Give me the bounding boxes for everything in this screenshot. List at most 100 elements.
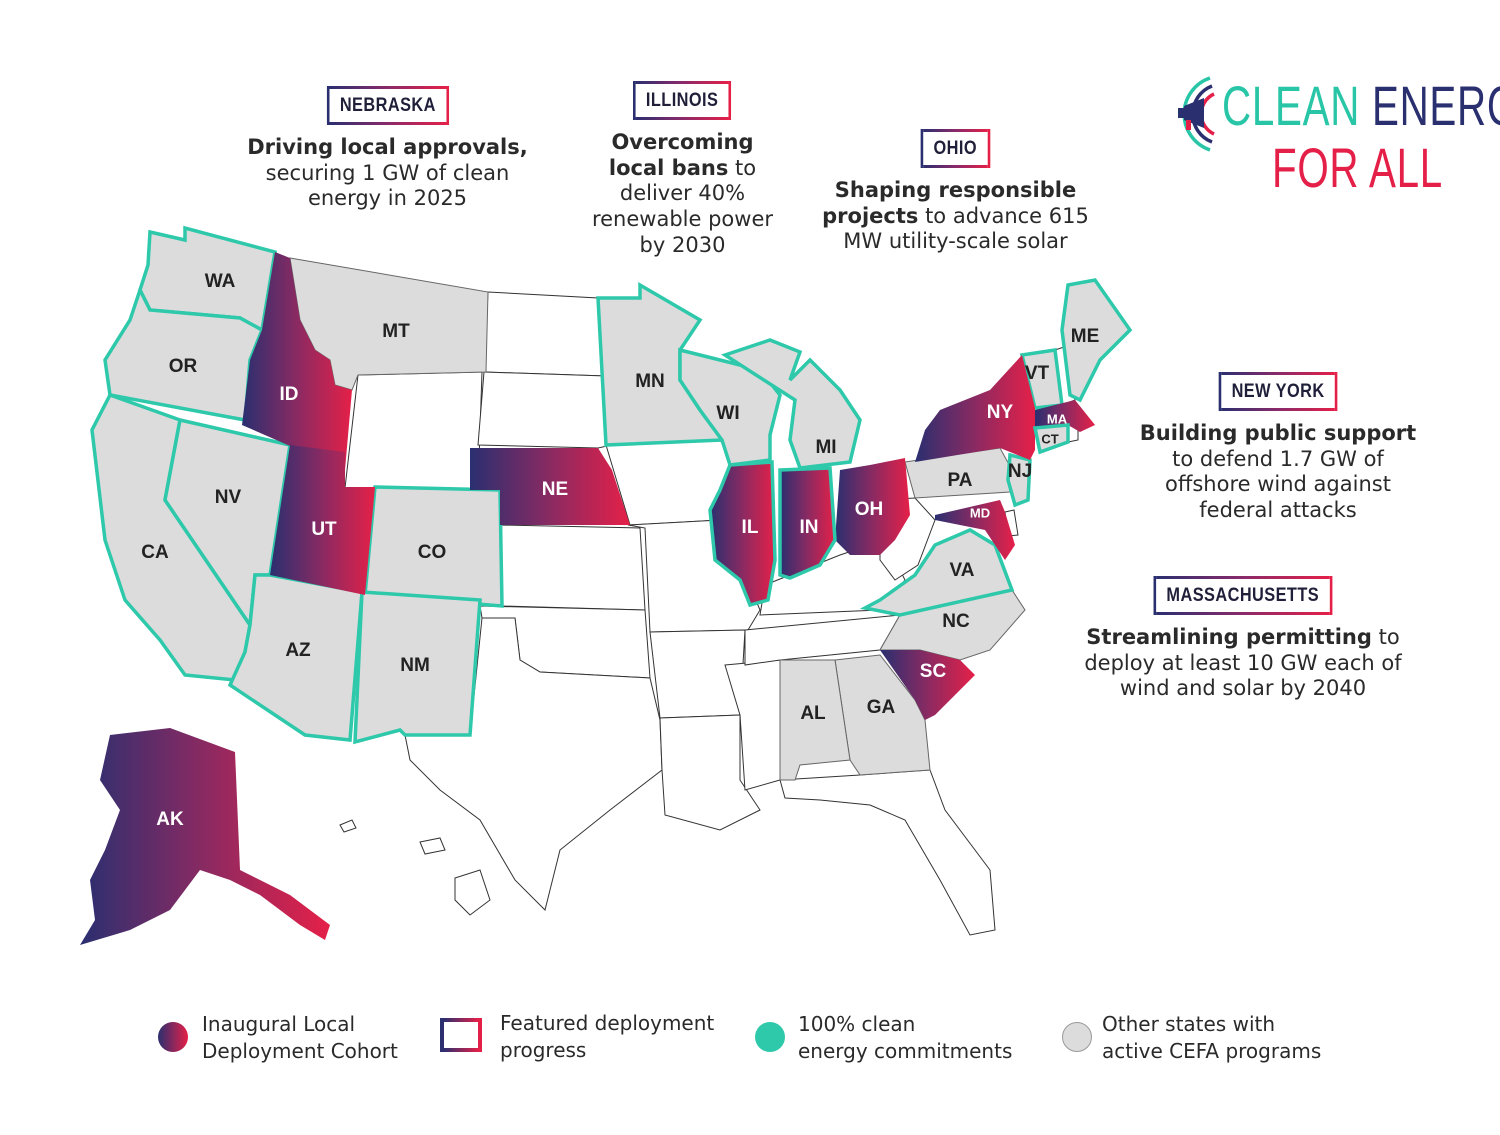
label-mt: MT — [382, 321, 410, 342]
state-ak — [80, 728, 330, 945]
callout-bold: Streamlining permitting — [1086, 625, 1372, 650]
label-il: IL — [742, 517, 759, 538]
logo-line-2: FOR ALL — [1272, 136, 1443, 199]
callout-bold: Shaping responsible projects — [822, 178, 1077, 228]
teal-states — [90, 225, 1133, 745]
state-nj — [1006, 452, 1032, 508]
state-hi-3 — [454, 869, 491, 916]
label-ut: UT — [311, 519, 337, 540]
state-sc — [880, 650, 975, 720]
state-me — [1060, 278, 1133, 403]
state-nd — [483, 291, 607, 377]
label-nv: NV — [215, 487, 242, 508]
legend-clean-energy: 100% clean energy commitments — [798, 1012, 1013, 1063]
megaphone-icon — [1178, 76, 1215, 152]
state-oh — [835, 458, 910, 555]
logo-line-1: CLEAN ENERGY — [1222, 74, 1500, 137]
state-ct — [1032, 423, 1070, 455]
state-ny — [915, 355, 1035, 462]
state-sd — [477, 371, 613, 449]
cohort-teal-states — [708, 460, 837, 608]
label-nj: NJ — [1008, 461, 1032, 482]
label-ca: CA — [141, 542, 169, 563]
legend-teal-dot — [755, 1022, 785, 1052]
label-az: AZ — [285, 640, 311, 661]
state-md — [935, 500, 1015, 560]
label-ct: CT — [1041, 431, 1058, 446]
legend-other-states: Other states with active CEFA programs — [1102, 1012, 1322, 1063]
gray-states — [289, 257, 1026, 781]
callout-text: to deliver 40% renewable power by 2030 — [591, 155, 774, 257]
label-al: AL — [800, 703, 826, 724]
label-mn: MN — [635, 371, 665, 392]
ct-state — [1032, 423, 1070, 455]
legend-gray-dot — [1062, 1022, 1092, 1052]
callout-illinois: ILLINOIS Overcoming local bans to delive… — [585, 81, 780, 258]
label-vt: VT — [1025, 363, 1050, 384]
callout-nebraska: NEBRASKA Driving local approvals, securi… — [240, 86, 535, 212]
state-al — [779, 659, 851, 781]
label-ny: NY — [987, 402, 1014, 423]
state-wy — [344, 371, 483, 491]
label-or: OR — [169, 356, 198, 377]
label-mi: MI — [815, 437, 836, 458]
callout-bold: Building public support — [1139, 421, 1417, 446]
state-in — [778, 466, 837, 580]
callout-text: securing 1 GW of clean energy in 2025 — [265, 160, 510, 211]
label-in: IN — [800, 517, 819, 538]
label-oh: OH — [855, 499, 884, 520]
callout-ohio: OHIO Shaping responsible projects to adv… — [808, 129, 1103, 255]
label-co: CO — [418, 542, 447, 563]
legend-featured: Featured deployment progress — [500, 1011, 715, 1062]
label-nc: NC — [942, 611, 970, 632]
callout-text: to defend 1.7 GW of offshore wind agains… — [1165, 446, 1391, 522]
callout-tag: OHIO — [920, 129, 991, 169]
clean-energy-for-all-logo: CLEAN ENERGY FOR ALL — [1170, 52, 1500, 202]
state-ne — [470, 448, 630, 525]
label-ak: AK — [156, 809, 184, 830]
callout-tag: ILLINOIS — [633, 81, 732, 121]
white-states — [339, 291, 1079, 936]
state-ks — [499, 524, 646, 611]
state-fl — [779, 769, 996, 936]
legend-gradient-dot — [158, 1022, 188, 1052]
callout-tag: MASSACHUSETTS — [1153, 576, 1333, 616]
label-me: ME — [1071, 326, 1100, 347]
label-id: ID — [280, 384, 299, 405]
label-wi: WI — [716, 403, 739, 424]
state-hi-2 — [419, 837, 446, 855]
state-nm — [353, 590, 482, 745]
label-wa: WA — [205, 271, 236, 292]
callout-bold: Overcoming local bans — [608, 130, 754, 180]
callout-bold: Driving local approvals, — [247, 135, 528, 160]
label-ga: GA — [867, 697, 896, 718]
state-il — [708, 460, 777, 608]
state-ut — [270, 445, 375, 595]
state-mi — [720, 338, 862, 470]
state-la — [659, 714, 761, 831]
callout-text: to advance 615 MW utility-scale solar — [843, 203, 1089, 254]
callout-text: to deploy at least 10 GW each of wind an… — [1084, 625, 1402, 701]
callout-tag: NEBRASKA — [326, 86, 449, 126]
state-ma — [1035, 400, 1095, 432]
state-ga — [834, 654, 931, 776]
state-tn — [744, 614, 901, 666]
callout-new-york: NEW YORK Building public support to defe… — [1133, 372, 1423, 524]
state-id — [242, 252, 352, 470]
label-sc: SC — [920, 661, 947, 682]
label-pa: PA — [948, 470, 973, 491]
legend-cohort: Inaugural Local Deployment Cohort — [202, 1012, 398, 1063]
callout-tag: NEW YORK — [1218, 372, 1338, 412]
state-co — [363, 485, 504, 608]
label-nm: NM — [400, 655, 430, 676]
state-labels: WA OR CA NV ID MT UT AZ CO NM NE MN WI M… — [141, 271, 1099, 830]
cohort-states — [80, 252, 1095, 945]
legend-gradient-outline — [440, 1018, 482, 1052]
state-hi-1 — [339, 819, 357, 833]
callout-massachusetts: MASSACHUSETTS Streamlining permitting to… — [1068, 576, 1418, 702]
label-md: MD — [970, 505, 990, 520]
label-ma: MA — [1047, 411, 1068, 426]
label-ne: NE — [542, 479, 568, 500]
label-va: VA — [950, 560, 975, 581]
